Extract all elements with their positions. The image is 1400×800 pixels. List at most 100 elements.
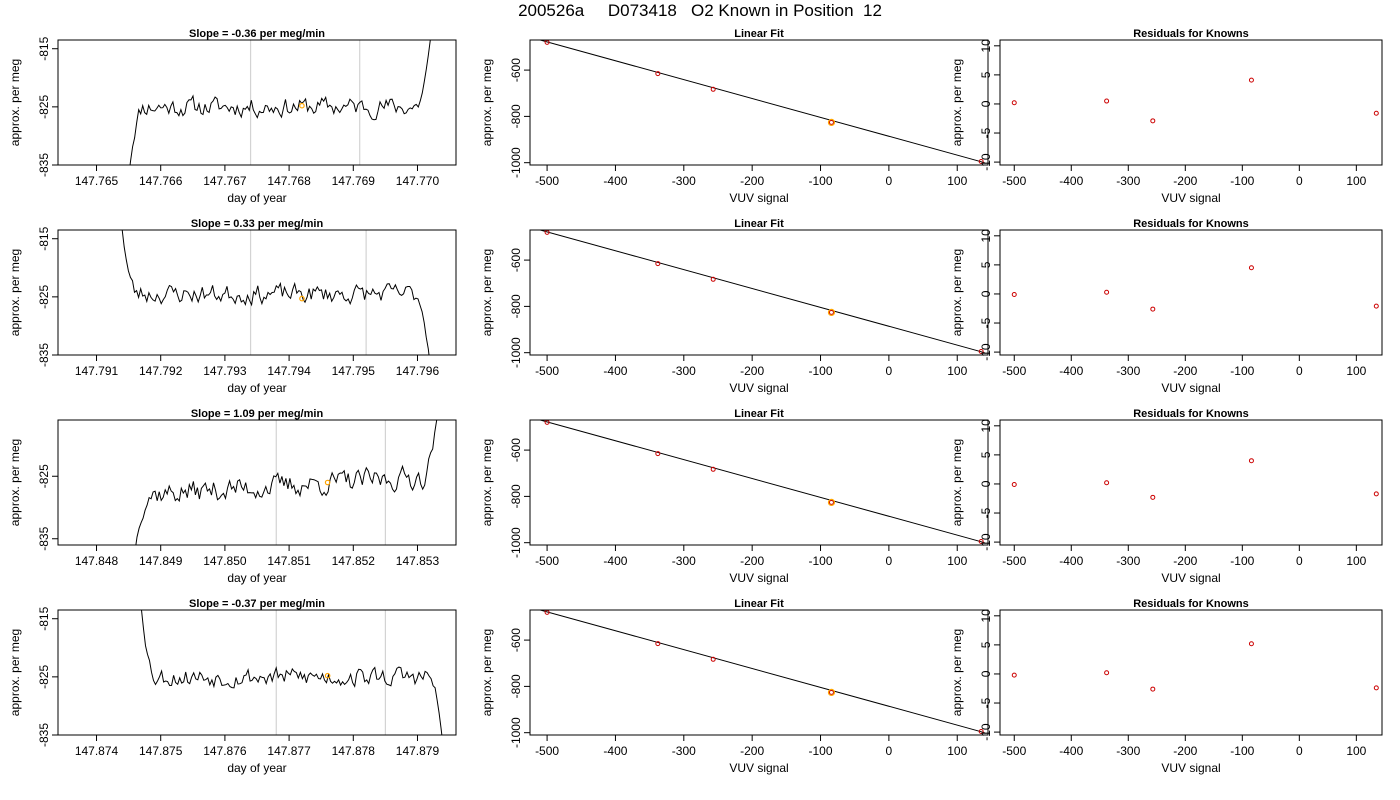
data-point [828,119,834,125]
y-tick-label: 0 [979,670,993,677]
x-axis-label: VUV signal [729,191,788,205]
x-tick-label: -400 [603,364,627,378]
y-tick-label: -825 [37,95,51,119]
y-tick-label: -1000 [509,147,523,178]
plot-area [1011,77,1379,124]
x-tick-label: 0 [1296,554,1303,568]
x-tick-label: -100 [809,174,833,188]
panel-title: Slope = 1.09 per meg/min [191,408,324,420]
data-point [655,641,661,647]
x-tick-label: 147.852 [332,554,376,568]
x-tick-label: 147.851 [267,554,311,568]
plot-frame [999,609,1383,736]
highlight-point [827,118,836,127]
x-axis-label: day of year [227,381,286,395]
fit-line [540,230,985,354]
x-tick-label: 0 [886,364,893,378]
y-tick-label: -10 [979,723,993,741]
y-tick-label: 5 [979,71,993,78]
plot-area [540,40,985,165]
data-point [655,451,661,457]
data-point [1011,292,1017,298]
x-tick-label: 147.769 [332,174,376,188]
plot-area [540,420,985,545]
panel-time-series-2: Slope = 0.33 per meg/min day of year appro… [8,218,457,395]
x-tick-label: 100 [1346,554,1366,568]
x-tick-label: -500 [535,174,559,188]
x-tick-label: 147.796 [396,364,440,378]
data-point [1104,670,1110,676]
x-axis-label: VUV signal [1161,191,1220,205]
plot-frame [529,39,989,166]
plot-area [1011,641,1379,692]
x-tick-label: 100 [947,554,967,568]
x-axis-label: day of year [227,191,286,205]
x-tick-label: -400 [1059,364,1083,378]
x-tick-label: -500 [1002,174,1026,188]
x-tick-label: 147.879 [396,744,440,758]
x-tick-label: -500 [535,744,559,758]
x-tick-label: -300 [1116,554,1140,568]
y-tick-label: 5 [979,451,993,458]
y-tick-label: -825 [37,285,51,309]
data-point [978,349,984,355]
x-axis-label: VUV signal [1161,571,1220,585]
x-tick-label: -100 [1230,364,1254,378]
data-point [1373,110,1379,116]
data-trace [135,420,438,545]
data-point [1373,303,1379,309]
y-tick-label: -600 [509,58,523,82]
y-tick-label: -600 [509,248,523,272]
highlight-point [827,688,836,697]
data-point [978,539,984,545]
data-point [1011,482,1017,488]
y-tick-label: -10 [979,533,993,551]
y-axis-label: approx. per meg [480,249,494,336]
x-tick-label: 147.768 [267,174,311,188]
plot-frame [57,229,457,356]
y-axis-label: approx. per meg [950,249,964,336]
data-trace [141,610,443,735]
x-tick-label: 147.850 [203,554,247,568]
plot-frame [529,609,989,736]
plot-area [540,230,985,355]
panel-residuals-4: Residuals for Knowns VUV signal approx. pe… [950,598,1383,775]
y-tick-label: -835 [37,153,51,177]
y-tick-label: -1000 [509,717,523,748]
plot-frame [999,39,1383,166]
data-point [710,466,716,472]
x-tick-label: 147.849 [139,554,183,568]
x-tick-label: -400 [1059,744,1083,758]
x-tick-label: -500 [535,554,559,568]
x-tick-label: -400 [1059,174,1083,188]
x-tick-label: -200 [1173,174,1197,188]
x-tick-label: 147.767 [203,174,247,188]
x-tick-label: -200 [1173,744,1197,758]
y-tick-label: -800 [509,294,523,318]
plot-frame [57,419,457,546]
x-tick-label: 147.793 [203,364,247,378]
y-tick-label: 10 [979,419,993,433]
y-axis-label: approx. per meg [8,249,22,336]
panel-title: Residuals for Knowns [1133,218,1249,230]
x-tick-label: 0 [1296,744,1303,758]
x-axis-label: VUV signal [1161,381,1220,395]
data-point [1150,306,1156,312]
plot-area [121,230,430,355]
x-tick-label: 0 [1296,174,1303,188]
panel-residuals-2: Residuals for Knowns VUV signal approx. pe… [950,218,1383,395]
data-point [710,86,716,92]
y-tick-label: -835 [37,723,51,747]
plot-area [1011,458,1379,500]
y-axis-label: approx. per meg [480,439,494,526]
panel-residuals-1: Residuals for Knowns VUV signal approx. pe… [950,28,1383,205]
x-axis-label: VUV signal [729,571,788,585]
y-tick-label: -600 [509,438,523,462]
x-tick-label: -100 [1230,174,1254,188]
x-tick-label: 147.795 [332,364,376,378]
x-tick-label: 100 [947,364,967,378]
x-tick-label: 147.848 [75,554,119,568]
data-point [1248,265,1254,271]
